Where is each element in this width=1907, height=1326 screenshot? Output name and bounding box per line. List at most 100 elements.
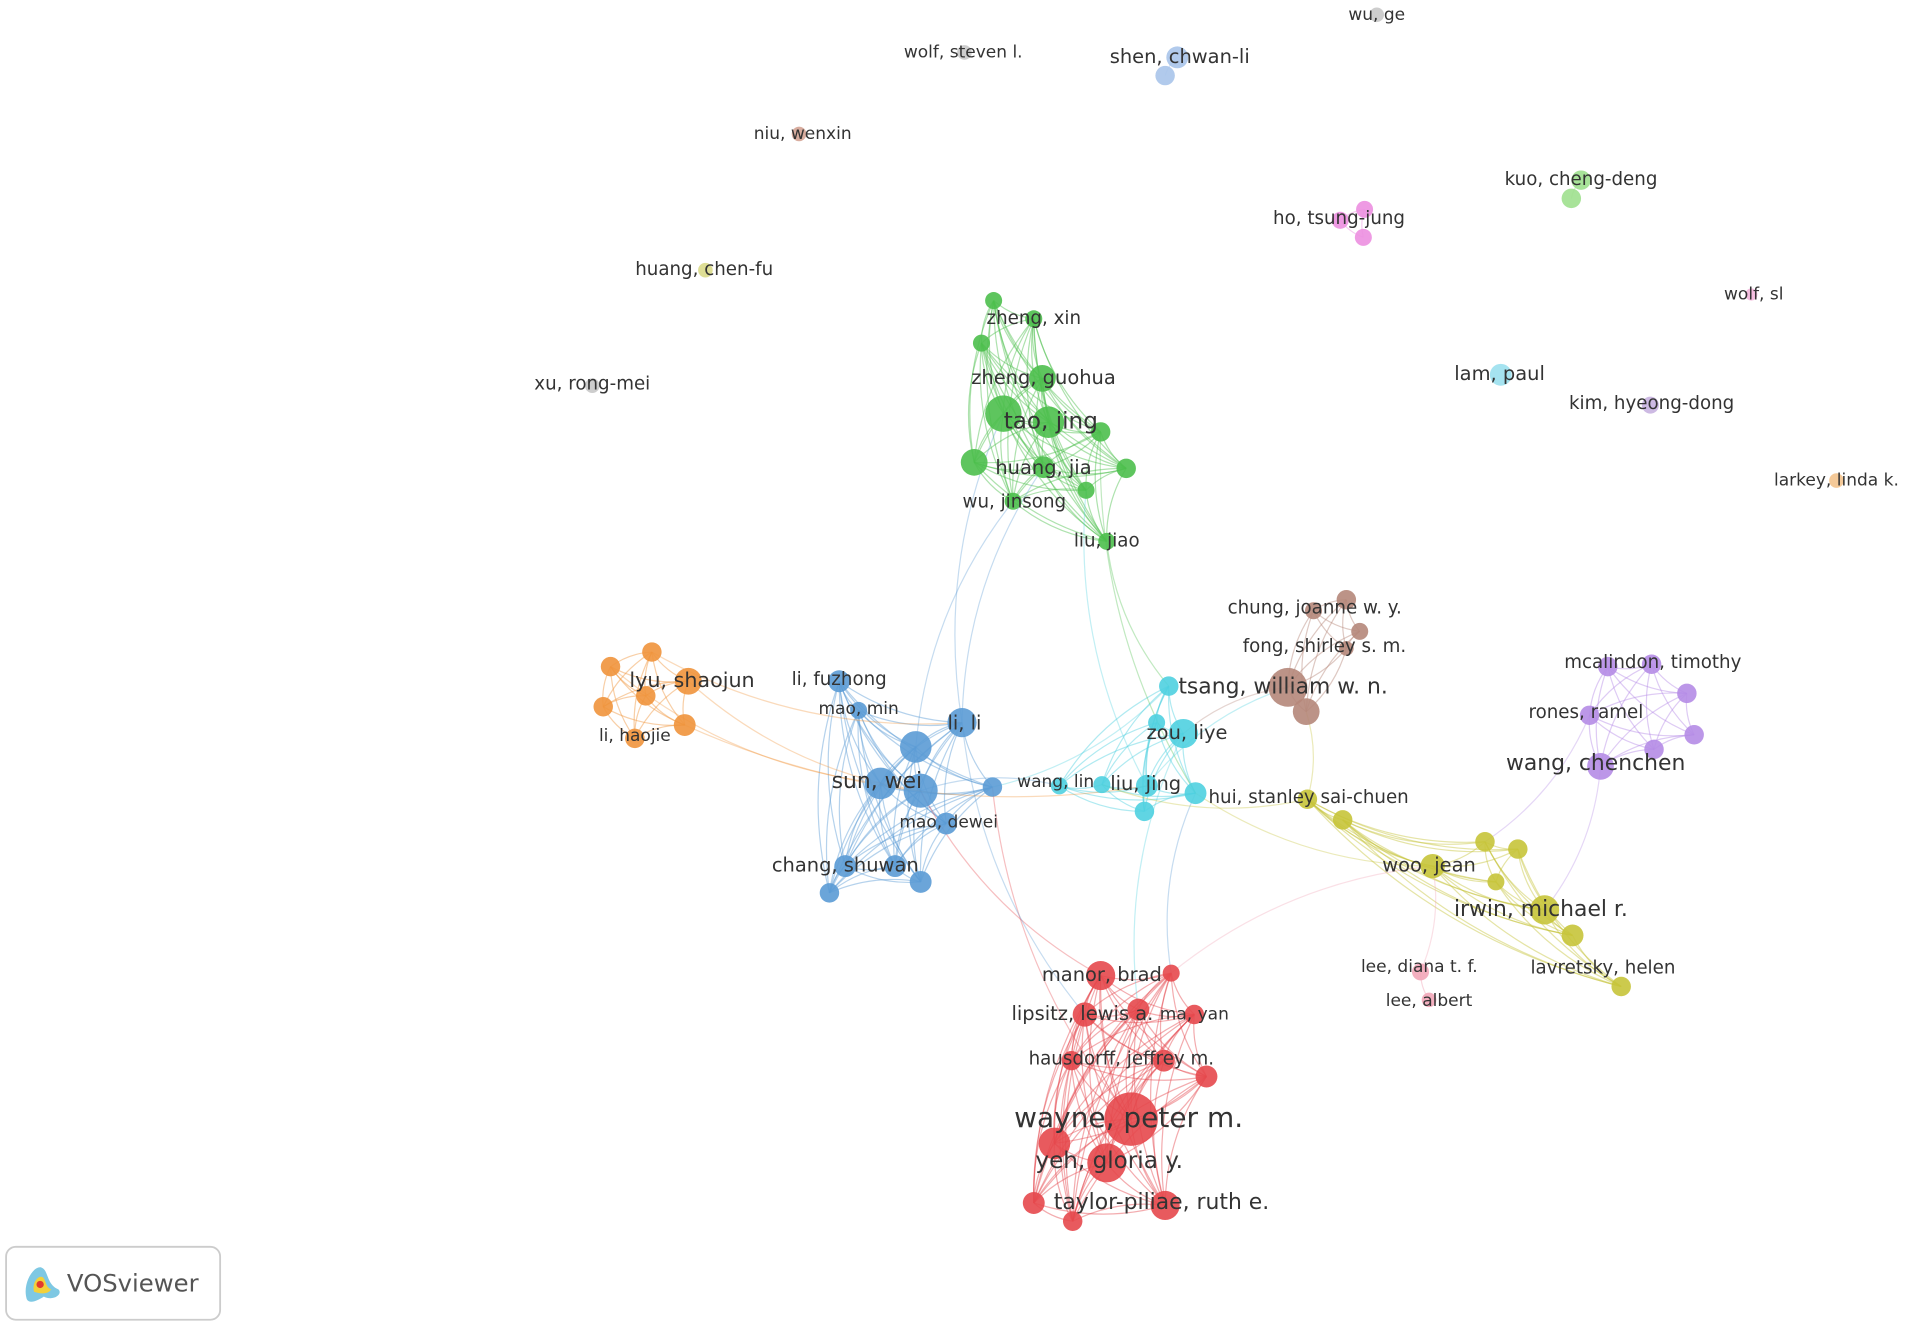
node (1116, 458, 1136, 479)
link (1589, 692, 1687, 716)
link (858, 710, 922, 883)
node (1641, 654, 1662, 674)
node-label: hui, stanley sai-chuen (1208, 787, 1408, 808)
node-label: niu, wenxin (754, 124, 852, 144)
node (1611, 976, 1631, 997)
node-label: wolf, steven l. (904, 42, 1023, 62)
link (993, 300, 1127, 469)
node (1684, 725, 1704, 745)
node-label: rones, ramel (1529, 702, 1644, 723)
link (1484, 841, 1573, 936)
node-label: lam, paul (1454, 362, 1545, 385)
link (1106, 541, 1170, 687)
link (1306, 798, 1622, 988)
node (903, 773, 938, 808)
node (1062, 1211, 1083, 1231)
node (642, 642, 662, 662)
node (1090, 422, 1111, 442)
link (1072, 1060, 1165, 1222)
link (1033, 1202, 1166, 1215)
node (899, 731, 932, 763)
node (1025, 310, 1043, 328)
link (1071, 1013, 1195, 1062)
link (1094, 431, 1108, 542)
link (825, 710, 860, 893)
node (1195, 1065, 1218, 1088)
node-label: kuo, cheng-deng (1505, 169, 1658, 190)
node (834, 855, 857, 878)
node-label: li, li (947, 711, 981, 734)
link (915, 500, 1014, 747)
node-label: liu, jing (1110, 772, 1181, 795)
link (1146, 686, 1289, 787)
link (1495, 881, 1622, 988)
link (1100, 975, 1207, 1078)
node-label: liu, jiao (1074, 530, 1140, 551)
link (844, 822, 947, 867)
node-label: zou, liye (1146, 721, 1227, 744)
link (1100, 975, 1166, 1206)
link (1012, 500, 1107, 542)
node-label: lee, diana t. f. (1361, 957, 1478, 977)
link (1607, 666, 1695, 736)
node-label: taylor-piliae, ruth e. (1054, 1190, 1269, 1215)
node-label: lee, albert (1386, 991, 1473, 1011)
node (1579, 705, 1600, 726)
node (1587, 752, 1614, 780)
link (838, 681, 922, 883)
link (1033, 1014, 1086, 1204)
logo-icon (25, 1267, 60, 1302)
logo-frame (5, 1245, 222, 1321)
node (864, 767, 897, 800)
link (1305, 599, 1347, 712)
link (828, 746, 917, 894)
node (1508, 839, 1528, 859)
link (1164, 1076, 1207, 1206)
link (980, 342, 1101, 433)
link (838, 681, 947, 825)
node (884, 855, 907, 878)
node (1677, 683, 1697, 704)
link (973, 318, 1035, 463)
link (991, 786, 1132, 1120)
node (1292, 698, 1320, 726)
link (827, 681, 846, 867)
node (1134, 801, 1155, 822)
node (1332, 810, 1353, 830)
node-label: fong, shirley s. m. (1243, 636, 1406, 657)
link (973, 461, 1107, 542)
node (1489, 363, 1512, 386)
labels: wu, ge wolf, steven l. shen, chwan-li niu, … (534, 5, 1899, 1215)
link (1342, 819, 1518, 853)
node-label: ma, yan (1160, 1004, 1229, 1024)
node (972, 334, 990, 352)
node (1297, 789, 1318, 809)
node (1150, 1190, 1180, 1221)
node (625, 728, 645, 749)
node (1561, 924, 1584, 947)
node (819, 883, 840, 903)
link (1544, 766, 1602, 911)
node (1155, 65, 1175, 86)
link (1589, 714, 1695, 737)
link (1072, 972, 1172, 1222)
link (1306, 798, 1433, 867)
link (1053, 1009, 1139, 1144)
link (858, 710, 947, 825)
node (1022, 1192, 1045, 1214)
logo-box[interactable]: VOSviewer (5, 1245, 222, 1321)
link (1484, 715, 1591, 843)
link (980, 342, 1108, 542)
link (1106, 1014, 1195, 1164)
link (1342, 819, 1545, 911)
link (969, 300, 995, 463)
node (1152, 1049, 1175, 1072)
link (1088, 975, 1108, 1164)
node (828, 670, 851, 693)
node (698, 262, 713, 278)
node-label: wu, jinsong (963, 491, 1067, 512)
link (1070, 1060, 1166, 1206)
node-label: zheng, guohua (971, 366, 1116, 389)
node-label: tao, jing (1004, 409, 1098, 435)
link (838, 680, 963, 724)
